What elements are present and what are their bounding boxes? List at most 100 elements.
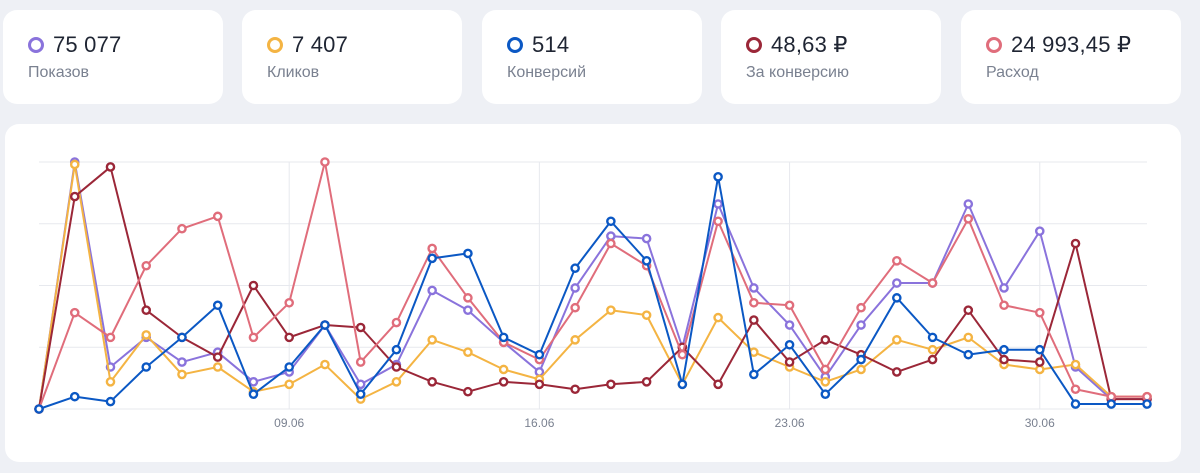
data-point[interactable] [784, 300, 795, 311]
data-point[interactable] [534, 379, 545, 390]
data-point[interactable] [570, 302, 580, 313]
data-point[interactable] [1034, 344, 1045, 355]
data-point[interactable] [1034, 364, 1045, 375]
data-point[interactable] [463, 248, 473, 259]
data-point[interactable] [69, 391, 80, 402]
card-conversions[interactable]: 514 Конверсий [482, 10, 702, 104]
data-point[interactable] [999, 354, 1009, 365]
data-point[interactable] [141, 305, 152, 315]
data-point[interactable] [427, 335, 437, 345]
data-point[interactable] [713, 312, 723, 323]
data-point[interactable] [892, 367, 902, 377]
data-point[interactable] [820, 364, 831, 375]
data-point[interactable] [105, 162, 116, 172]
data-point[interactable] [1142, 391, 1152, 402]
data-point[interactable] [999, 300, 1009, 311]
data-point[interactable] [141, 362, 152, 372]
data-point[interactable] [427, 377, 437, 387]
data-point[interactable] [177, 332, 187, 343]
data-point[interactable] [1070, 384, 1081, 395]
data-point[interactable] [892, 335, 902, 345]
data-point[interactable] [284, 332, 294, 343]
data-point[interactable] [892, 278, 902, 288]
data-point[interactable] [927, 354, 938, 365]
data-point[interactable] [749, 297, 759, 308]
data-point[interactable] [570, 263, 580, 274]
data-point[interactable] [141, 330, 152, 340]
data-point[interactable] [963, 199, 974, 209]
data-point[interactable] [713, 199, 723, 209]
data-point[interactable] [248, 377, 259, 387]
data-point[interactable] [498, 377, 509, 387]
data-point[interactable] [498, 364, 509, 375]
data-point[interactable] [534, 367, 545, 377]
card-impressions[interactable]: 75 077 Показов [3, 10, 223, 104]
data-point[interactable] [927, 344, 938, 355]
data-point[interactable] [713, 216, 723, 227]
data-point[interactable] [677, 349, 688, 360]
data-point[interactable] [641, 233, 652, 244]
data-point[interactable] [1070, 359, 1081, 370]
data-point[interactable] [427, 253, 437, 264]
data-point[interactable] [749, 283, 759, 293]
data-point[interactable] [212, 300, 223, 311]
data-point[interactable] [355, 357, 366, 367]
data-point[interactable] [463, 347, 473, 357]
data-point[interactable] [69, 307, 80, 318]
data-point[interactable] [713, 379, 723, 390]
data-point[interactable] [320, 359, 330, 370]
data-point[interactable] [463, 293, 473, 303]
data-point[interactable] [34, 404, 44, 414]
data-point[interactable] [570, 335, 580, 345]
data-point[interactable] [856, 354, 866, 365]
data-point[interactable] [927, 332, 938, 343]
data-point[interactable] [570, 283, 580, 293]
data-point[interactable] [784, 339, 795, 350]
data-point[interactable] [284, 362, 294, 372]
data-point[interactable] [1070, 238, 1081, 249]
data-point[interactable] [284, 297, 294, 308]
card-clicks[interactable]: 7 407 Кликов [242, 10, 462, 104]
data-point[interactable] [177, 369, 187, 380]
card-spend[interactable]: 24 993,45 ₽ Расход [961, 10, 1181, 104]
data-point[interactable] [784, 320, 795, 330]
data-point[interactable] [177, 223, 187, 234]
data-point[interactable] [355, 389, 366, 399]
data-point[interactable] [856, 364, 866, 375]
data-point[interactable] [320, 157, 330, 167]
data-point[interactable] [963, 305, 974, 315]
data-point[interactable] [999, 283, 1009, 293]
data-point[interactable] [963, 214, 974, 224]
data-point[interactable] [1142, 399, 1152, 409]
data-point[interactable] [1034, 307, 1045, 318]
data-point[interactable] [1070, 399, 1081, 409]
data-point[interactable] [391, 317, 402, 328]
data-point[interactable] [820, 335, 831, 345]
data-point[interactable] [820, 377, 831, 387]
data-point[interactable] [641, 310, 652, 320]
data-point[interactable] [105, 377, 116, 387]
data-point[interactable] [570, 384, 580, 395]
data-point[interactable] [427, 243, 437, 254]
data-point[interactable] [856, 302, 866, 313]
data-point[interactable] [463, 386, 473, 397]
data-point[interactable] [749, 369, 759, 380]
data-point[interactable] [784, 357, 795, 367]
data-point[interactable] [1106, 391, 1117, 402]
data-point[interactable] [606, 216, 616, 227]
data-point[interactable] [355, 379, 366, 390]
data-point[interactable] [212, 362, 223, 372]
data-point[interactable] [927, 278, 938, 288]
data-point[interactable] [498, 332, 509, 343]
data-point[interactable] [248, 280, 259, 291]
data-point[interactable] [820, 389, 831, 399]
data-point[interactable] [1034, 357, 1045, 367]
data-point[interactable] [391, 377, 402, 387]
data-point[interactable] [212, 352, 223, 362]
data-point[interactable] [69, 191, 80, 202]
data-point[interactable] [606, 238, 616, 249]
data-point[interactable] [391, 362, 402, 372]
data-point[interactable] [248, 332, 259, 343]
data-point[interactable] [320, 320, 330, 330]
data-point[interactable] [677, 379, 688, 390]
